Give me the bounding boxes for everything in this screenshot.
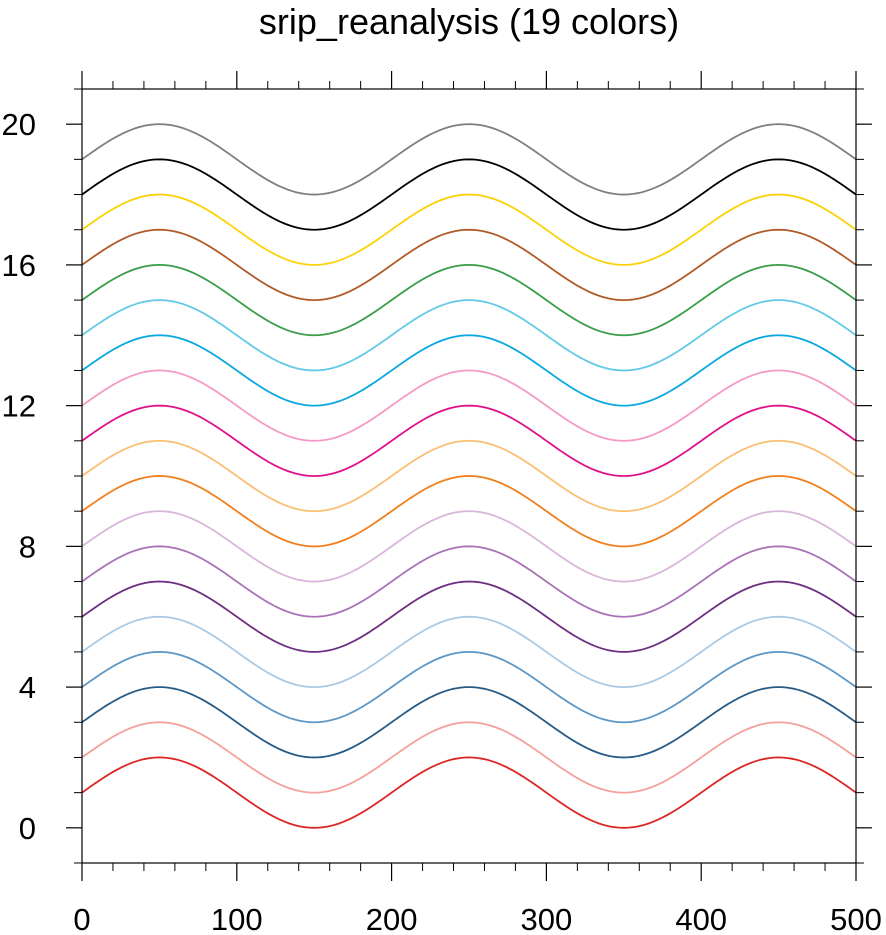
series-line-9 [81, 475, 857, 548]
y-tick-label: 8 [19, 529, 36, 564]
x-tick-label: 200 [366, 902, 418, 935]
x-tick-label: 100 [211, 902, 263, 935]
series-line-14 [81, 299, 857, 372]
series-line-12 [81, 369, 857, 442]
series-line-17 [81, 193, 857, 266]
series-line-7 [81, 545, 857, 618]
series-layer [81, 123, 857, 829]
series-line-18 [81, 158, 857, 231]
axes-layer: 0 100 200 300 400 500 0 4 8 12 16 20 [2, 71, 882, 935]
series-line-5 [81, 615, 857, 688]
series-line-10 [81, 439, 857, 513]
series-line-11 [81, 404, 857, 477]
series-line-3 [81, 686, 857, 759]
chart-title: srip_reanalysis (19 colors) [259, 1, 679, 42]
x-tick-label: 0 [73, 902, 90, 935]
series-line-16 [81, 228, 857, 301]
y-tick-label: 12 [2, 389, 36, 424]
series-line-1 [81, 756, 857, 829]
series-line-13 [81, 334, 857, 407]
y-tick-label: 4 [19, 670, 36, 705]
x-tick-label: 400 [675, 902, 727, 935]
y-tick-label: 0 [19, 811, 36, 846]
x-tick-label: 500 [830, 902, 882, 935]
series-line-4 [81, 651, 857, 724]
series-line-2 [81, 721, 857, 794]
series-line-6 [81, 580, 857, 653]
series-line-19 [81, 123, 857, 196]
series-line-15 [81, 264, 857, 337]
y-tick-label: 16 [2, 248, 36, 283]
y-tick-label: 20 [2, 107, 36, 142]
x-tick-label: 300 [521, 902, 573, 935]
series-line-8 [81, 510, 857, 583]
